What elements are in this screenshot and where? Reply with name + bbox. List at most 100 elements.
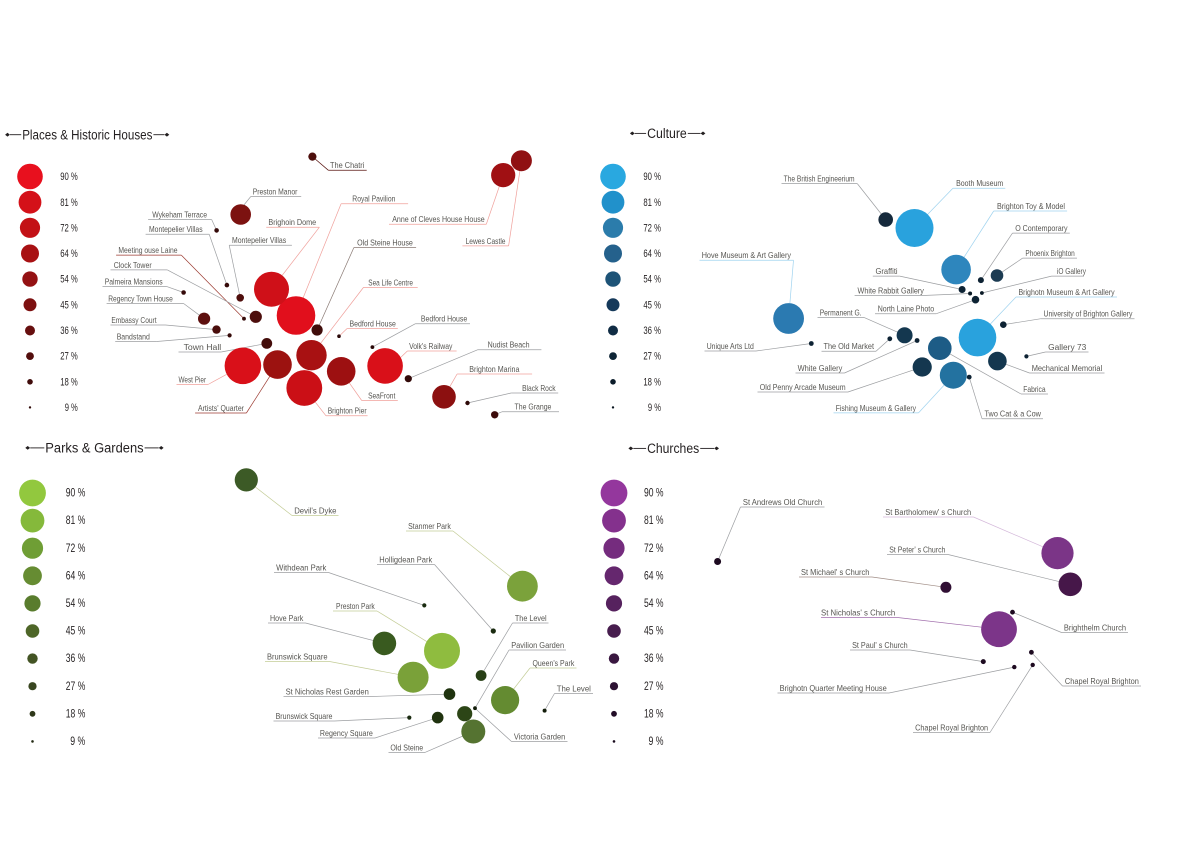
svg-text:36 %: 36 % xyxy=(60,325,78,337)
svg-text:Brighthelm Church: Brighthelm Church xyxy=(1064,622,1126,632)
svg-text:54 %: 54 % xyxy=(644,596,664,610)
svg-text:Unique Arts Ltd: Unique Arts Ltd xyxy=(707,341,754,351)
svg-text:81 %: 81 % xyxy=(643,197,661,209)
svg-text:Old Steine: Old Steine xyxy=(390,742,423,752)
svg-text:St Paul' s Church: St Paul' s Church xyxy=(852,640,908,650)
svg-text:Hove Museum & Art Gallery: Hove Museum & Art Gallery xyxy=(702,250,792,260)
svg-text:Chapel Royal Brighton: Chapel Royal Brighton xyxy=(1065,676,1139,686)
svg-text:Regency Town House: Regency Town House xyxy=(108,293,173,303)
svg-text:Brighoin Dome: Brighoin Dome xyxy=(268,217,316,227)
svg-text:54 %: 54 % xyxy=(60,274,78,286)
svg-text:45 %: 45 % xyxy=(66,624,86,638)
svg-text:The Chatri: The Chatri xyxy=(330,160,364,170)
svg-text:The Level: The Level xyxy=(557,683,591,693)
svg-text:Bandstand: Bandstand xyxy=(117,331,150,341)
svg-text:Brighotn Museum & Art Gallery: Brighotn Museum & Art Gallery xyxy=(1019,287,1116,297)
svg-text:Devil's Dyke: Devil's Dyke xyxy=(294,505,336,515)
svg-text:Nudist Beach: Nudist Beach xyxy=(488,340,530,350)
svg-text:90 %: 90 % xyxy=(60,171,78,183)
svg-text:White Rabbit Gallery: White Rabbit Gallery xyxy=(858,285,925,295)
svg-text:Wykeham Terrace: Wykeham Terrace xyxy=(152,210,207,220)
svg-text:Brunswick Square: Brunswick Square xyxy=(276,711,333,721)
svg-text:72 %: 72 % xyxy=(60,222,78,234)
svg-text:64 %: 64 % xyxy=(66,568,86,582)
svg-text:St Nicholas Rest Garden: St Nicholas Rest Garden xyxy=(286,686,369,696)
svg-text:72 %: 72 % xyxy=(643,222,661,234)
svg-text:St Andrews Old Church: St Andrews Old Church xyxy=(743,497,823,507)
svg-text:9 %: 9 % xyxy=(649,734,664,748)
svg-text:64 %: 64 % xyxy=(644,568,664,582)
svg-text:45 %: 45 % xyxy=(643,299,661,311)
svg-text:Old Penny Arcade Museum: Old Penny Arcade Museum xyxy=(760,382,846,392)
svg-text:St Peter' s Church: St Peter' s Church xyxy=(889,544,945,554)
svg-text:St Bartholomew' s Church: St Bartholomew' s Church xyxy=(885,507,971,517)
svg-text:Meeting ouse Laine: Meeting ouse Laine xyxy=(118,245,177,255)
svg-text:Volk's Railway: Volk's Railway xyxy=(409,341,453,351)
svg-text:Brighotn Quarter Meeting House: Brighotn Quarter Meeting House xyxy=(780,683,887,693)
svg-text:Bedford House: Bedford House xyxy=(350,318,396,328)
svg-text:Old Steine House: Old Steine House xyxy=(357,237,413,247)
svg-text:White Gallery: White Gallery xyxy=(798,363,843,373)
svg-text:81 %: 81 % xyxy=(644,513,664,527)
svg-text:54 %: 54 % xyxy=(66,596,86,610)
svg-text:O Contemporary: O Contemporary xyxy=(1015,223,1068,233)
svg-text:27 %: 27 % xyxy=(66,679,86,693)
svg-text:27 %: 27 % xyxy=(60,351,78,363)
svg-text:Queen's Park: Queen's Park xyxy=(533,658,575,668)
svg-text:Withdean Park: Withdean Park xyxy=(276,562,327,572)
svg-text:81 %: 81 % xyxy=(66,513,86,527)
svg-text:Fabrica: Fabrica xyxy=(1023,384,1045,394)
svg-text:Montepelier Villas: Montepelier Villas xyxy=(149,224,203,234)
svg-text:18 %: 18 % xyxy=(66,706,86,720)
svg-text:Montepelier Villas: Montepelier Villas xyxy=(232,235,286,245)
svg-text:Two Cat & a Cow: Two Cat & a Cow xyxy=(985,409,1042,419)
svg-text:St Michael' s Church: St Michael' s Church xyxy=(801,567,870,577)
svg-text:Town Hall: Town Hall xyxy=(184,342,222,352)
svg-text:18 %: 18 % xyxy=(644,706,664,720)
svg-text:81 %: 81 % xyxy=(60,197,78,209)
svg-text:Culture: Culture xyxy=(647,126,687,142)
svg-text:27 %: 27 % xyxy=(643,351,661,363)
svg-text:Preston Manor: Preston Manor xyxy=(253,186,298,196)
svg-text:Brighton Toy & Model: Brighton Toy & Model xyxy=(997,201,1065,211)
svg-text:Anne of Cleves House House: Anne of Cleves House House xyxy=(392,214,485,224)
svg-text:Royal Pavilion: Royal Pavilion xyxy=(352,194,395,204)
svg-text:Permanent G.: Permanent G. xyxy=(820,307,862,317)
svg-text:64 %: 64 % xyxy=(643,248,661,260)
svg-text:Graffiti: Graffiti xyxy=(876,266,898,276)
svg-text:University of Brighton Gallery: University of Brighton Gallery xyxy=(1044,309,1133,319)
svg-text:45 %: 45 % xyxy=(60,299,78,311)
svg-text:SeaFront: SeaFront xyxy=(368,390,396,400)
svg-text:90 %: 90 % xyxy=(644,486,664,500)
svg-text:36 %: 36 % xyxy=(66,651,86,665)
svg-text:Lewes Castle: Lewes Castle xyxy=(466,236,506,246)
svg-text:The Old Market: The Old Market xyxy=(824,341,875,351)
svg-text:iO Gallery: iO Gallery xyxy=(1057,266,1087,276)
svg-text:Phoenix Brighton: Phoenix Brighton xyxy=(1025,248,1075,258)
svg-text:Booth Museum: Booth Museum xyxy=(956,178,1003,188)
svg-text:36 %: 36 % xyxy=(644,651,664,665)
svg-text:Black Rock: Black Rock xyxy=(522,383,556,393)
svg-text:Gallery 73: Gallery 73 xyxy=(1048,342,1086,352)
svg-text:Bedford House: Bedford House xyxy=(421,314,467,324)
svg-text:Parks & Gardens: Parks & Gardens xyxy=(45,441,143,457)
svg-text:Brighton Marina: Brighton Marina xyxy=(469,364,519,374)
svg-text:St Nicholas' s Church: St Nicholas' s Church xyxy=(821,607,895,617)
svg-text:64 %: 64 % xyxy=(60,248,78,260)
svg-text:Victoria Garden: Victoria Garden xyxy=(514,731,566,741)
svg-text:45 %: 45 % xyxy=(644,624,664,638)
svg-text:18 %: 18 % xyxy=(643,376,661,388)
svg-text:9 %: 9 % xyxy=(65,402,79,414)
svg-text:Places & Historic Houses: Places & Historic Houses xyxy=(22,128,152,144)
svg-text:West Pier: West Pier xyxy=(179,374,207,384)
svg-text:18 %: 18 % xyxy=(60,376,78,388)
svg-text:Mechanical Memorial: Mechanical Memorial xyxy=(1032,363,1103,373)
svg-text:North Laine Photo: North Laine Photo xyxy=(878,304,935,314)
svg-text:The British Engineerium: The British Engineerium xyxy=(784,174,855,184)
svg-text:Fishing Museum & Gallery: Fishing Museum & Gallery xyxy=(836,403,917,413)
svg-text:Regency Square: Regency Square xyxy=(320,728,373,738)
svg-text:Chapel Royal Brighton: Chapel Royal Brighton xyxy=(915,722,988,732)
svg-text:9 %: 9 % xyxy=(648,402,662,414)
svg-text:Brunswick Square: Brunswick Square xyxy=(267,651,328,661)
svg-text:Clock Tower: Clock Tower xyxy=(114,260,152,270)
